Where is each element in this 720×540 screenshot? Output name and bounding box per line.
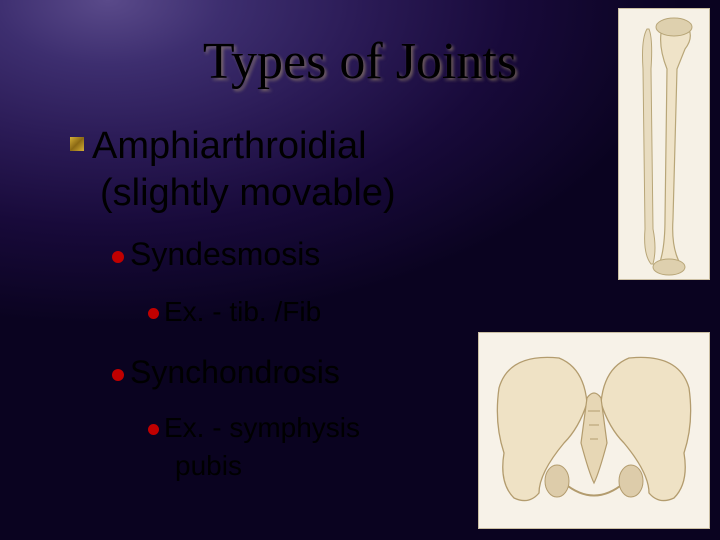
dot-bullet-icon (148, 424, 159, 435)
main-text-line2: (slightly movable) (100, 172, 396, 215)
tibia-fibula-illustration (618, 8, 710, 280)
ex1-text: tib. /Fib (222, 296, 322, 327)
bullet-level1: Amphiarthroidial (70, 125, 367, 168)
dot-bullet-icon (112, 251, 124, 263)
ex2-prefix: Ex. - (164, 412, 222, 443)
bullet-level3-ex1: Ex. - tib. /Fib (148, 296, 321, 328)
ex2-text-line2: pubis (175, 450, 242, 482)
ex1-prefix: Ex. - (164, 296, 222, 327)
square-bullet-icon (70, 137, 84, 151)
bullet-level2-syndesmosis: Syndesmosis (112, 236, 320, 273)
main-text-line1: Amphiarthroidial (92, 125, 367, 167)
syndesmosis-label: Syndesmosis (130, 236, 320, 272)
dot-bullet-icon (148, 308, 159, 319)
dot-bullet-icon (112, 369, 124, 381)
synchondrosis-label: Synchondrosis (130, 354, 340, 390)
pelvis-illustration (478, 332, 710, 529)
slide-container: Types of Joints Amphiarthroidial (slight… (0, 0, 720, 540)
ex2-text: symphysis (222, 412, 360, 443)
bullet-level2-synchondrosis: Synchondrosis (112, 354, 340, 391)
bullet-level3-ex2: Ex. - symphysis (148, 412, 360, 444)
slide-title: Types of Joints (0, 32, 720, 91)
